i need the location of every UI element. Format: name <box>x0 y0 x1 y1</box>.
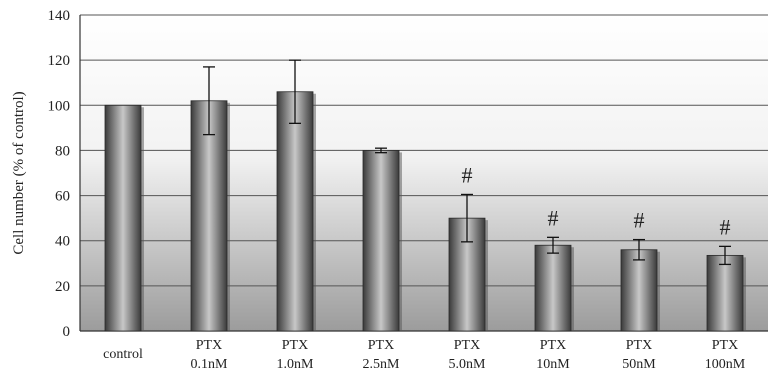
x-category-label: 50nM <box>622 357 656 372</box>
x-category-label: 2.5nM <box>363 357 401 372</box>
bar <box>104 104 142 332</box>
bar <box>190 100 228 332</box>
x-category-label: 1.0nM <box>277 357 315 372</box>
significance-mark: # <box>548 205 559 230</box>
bar <box>706 254 744 332</box>
bar <box>448 217 486 332</box>
y-tick-label: 60 <box>55 189 70 205</box>
y-tick-label: 80 <box>55 143 70 159</box>
x-category-label: PTX <box>368 338 394 353</box>
y-tick-label: 0 <box>63 324 71 340</box>
x-category-label: PTX <box>540 338 566 353</box>
x-category-label: PTX <box>454 338 480 353</box>
y-tick-label: 20 <box>55 279 70 295</box>
significance-mark: # <box>634 208 645 233</box>
significance-mark: # <box>720 214 731 239</box>
x-category-label: 5.0nM <box>449 357 487 372</box>
bar <box>534 244 572 332</box>
plot-area <box>80 15 768 331</box>
y-tick-label: 100 <box>48 98 71 114</box>
y-tick-label: 120 <box>48 53 71 69</box>
bar <box>276 91 314 332</box>
y-tick-label: 40 <box>55 234 70 250</box>
y-axis-title: Cell number (% of control) <box>11 91 27 254</box>
significance-mark: # <box>462 162 473 187</box>
x-category-label: PTX <box>196 338 222 353</box>
bar <box>362 150 400 332</box>
x-category-label: control <box>103 347 143 362</box>
y-tick-label: 140 <box>48 8 71 24</box>
x-category-label: 100nM <box>705 357 746 372</box>
x-category-label: PTX <box>626 338 652 353</box>
bar <box>620 249 658 332</box>
x-category-label: 10nM <box>536 357 570 372</box>
x-category-label: PTX <box>282 338 308 353</box>
x-category-label: 0.1nM <box>191 357 229 372</box>
x-category-label: PTX <box>712 338 738 353</box>
